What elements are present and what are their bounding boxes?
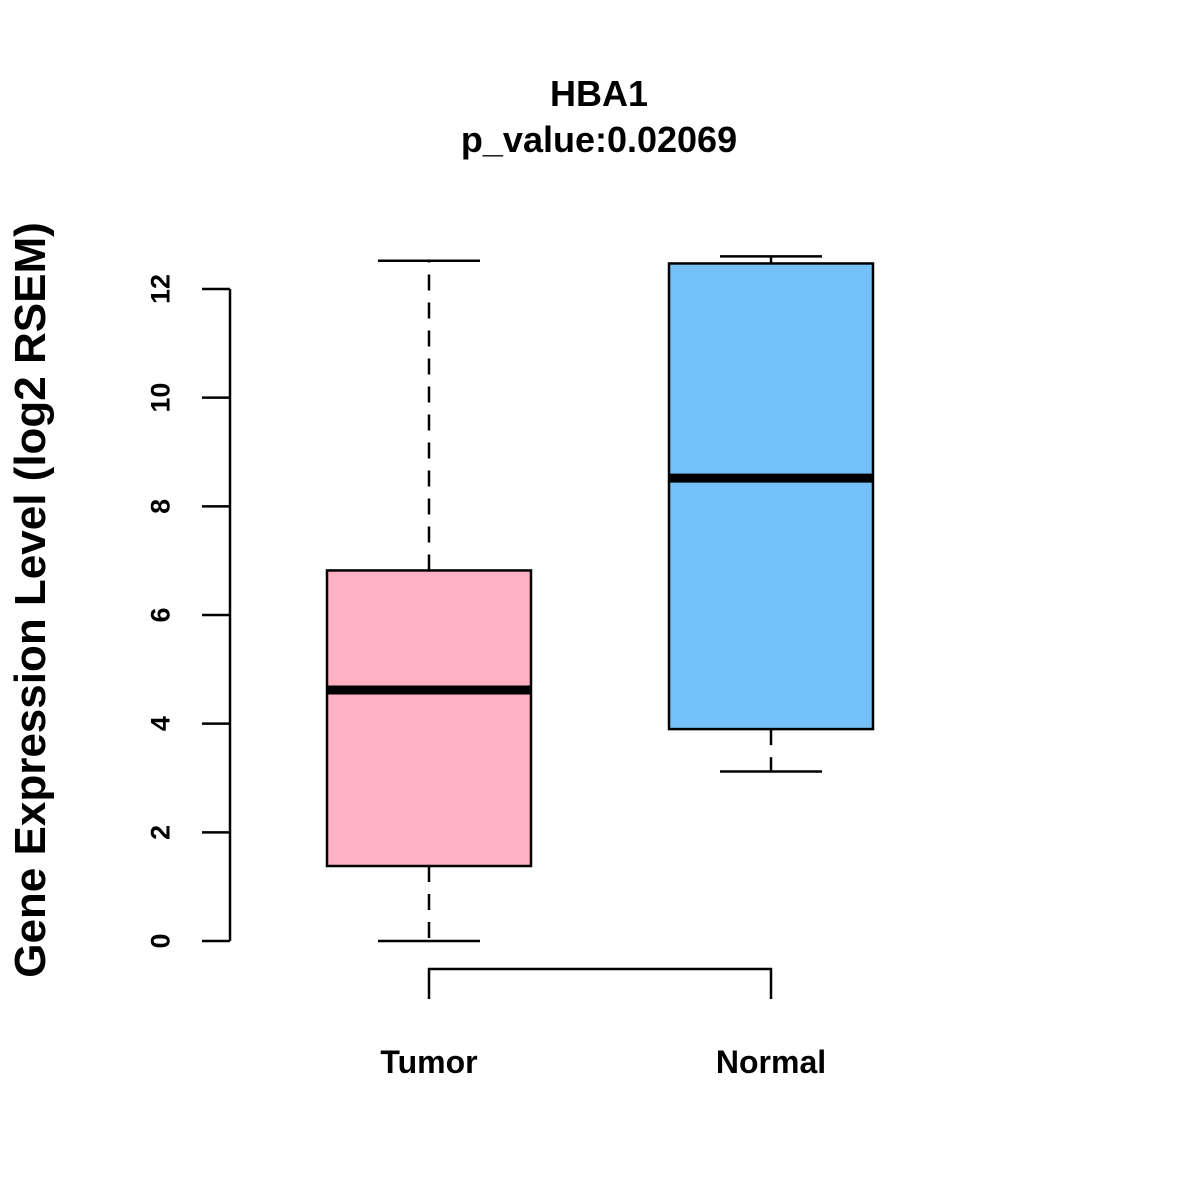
y-tick-label-3: 6 (145, 607, 175, 622)
comparison-bracket (427, 967, 773, 999)
y-tick-label-5: 10 (145, 383, 175, 413)
boxes-group (325, 255, 875, 943)
box-tumor (325, 259, 533, 943)
y-axis-label: Gene Expression Level (log2 RSEM) (6, 222, 55, 978)
bracket-line (427, 967, 773, 999)
category-label-tumor: Tumor (380, 1044, 477, 1080)
y-tick-label-1: 2 (145, 825, 175, 840)
y-axis: 0 2 4 6 8 10 12 (145, 274, 232, 949)
box-rect-tumor (325, 569, 533, 868)
category-label-normal: Normal (716, 1044, 826, 1080)
box-rect-normal (667, 262, 875, 731)
y-tick-label-6: 12 (145, 274, 175, 304)
y-tick-label-0: 0 (145, 933, 175, 948)
category-labels: Tumor Normal (380, 1044, 826, 1080)
box-normal (667, 255, 875, 773)
chart-subtitle: p_value:0.02069 (461, 119, 737, 160)
y-tick-label-4: 8 (145, 499, 175, 514)
y-tick-label-2: 4 (145, 716, 175, 731)
chart-title: HBA1 (550, 73, 648, 114)
